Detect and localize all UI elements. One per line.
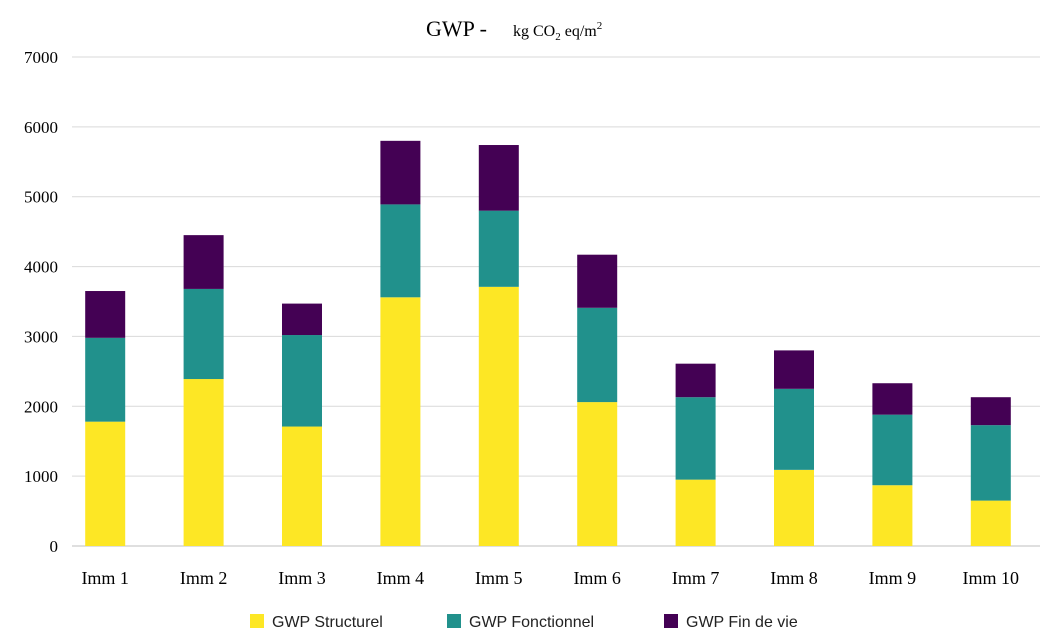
- bar-segment: [478, 145, 519, 211]
- bar-segment: [478, 210, 519, 287]
- bar-segment: [478, 286, 519, 546]
- x-axis-labels: Imm 1 Imm 2 Imm 3 Imm 4 Imm 5 Imm 6 Imm 7 Imm 8…: [81, 568, 1019, 588]
- bar-segment: [970, 500, 1011, 546]
- bar-segment: [577, 307, 618, 403]
- y-tick-label: 1000: [24, 467, 58, 486]
- bar-segment: [183, 288, 224, 380]
- bar-segment: [380, 204, 421, 298]
- legend: GWP Structurel GWP Fonctionnel GWP Fin de …: [250, 614, 798, 630]
- legend-label: GWP Fin de vie: [686, 614, 798, 630]
- bar-segment: [380, 297, 421, 546]
- bar-segment: [183, 379, 224, 546]
- bar-segment: [85, 337, 126, 422]
- bar-segment: [872, 383, 913, 415]
- bar-segment: [577, 254, 618, 308]
- legend-item: GWP Fin de vie: [664, 614, 798, 630]
- bar-segment: [774, 388, 814, 470]
- legend-label: GWP Structurel: [272, 614, 383, 630]
- title-unit-sub: 2: [555, 31, 561, 43]
- y-axis-ticks: 0 1000 2000 3000 4000 5000 6000 7000: [24, 48, 58, 556]
- legend-item: GWP Structurel: [250, 614, 383, 630]
- bars: [85, 140, 1011, 546]
- bar-segment: [282, 303, 322, 336]
- bar-segment: [970, 425, 1011, 501]
- bar-segment: [85, 421, 126, 546]
- bar-segment: [970, 397, 1011, 426]
- x-category-label: Imm 8: [770, 568, 818, 588]
- bar-segment: [872, 485, 913, 546]
- bar-segment: [85, 291, 126, 338]
- chart-title-main: GWP -: [426, 16, 487, 41]
- bar-segment: [380, 140, 421, 205]
- chart-title: GWP - kg CO2 eq/m2: [426, 16, 602, 43]
- title-unit-eq: eq/m: [561, 23, 598, 40]
- y-tick-label: 4000: [24, 258, 58, 277]
- y-tick-label: 2000: [24, 397, 58, 416]
- bar-segment: [577, 402, 618, 546]
- x-category-label: Imm 2: [180, 568, 228, 588]
- bar-segment: [872, 414, 913, 486]
- x-category-label: Imm 5: [475, 568, 523, 588]
- bar-segment: [774, 350, 814, 389]
- y-tick-label: 0: [50, 537, 59, 556]
- legend-label: GWP Fonctionnel: [469, 614, 594, 630]
- x-category-label: Imm 9: [869, 568, 917, 588]
- legend-swatch: [664, 614, 678, 628]
- x-category-label: Imm 1: [81, 568, 129, 588]
- bar-segment: [282, 426, 322, 546]
- y-tick-label: 3000: [24, 327, 58, 346]
- y-tick-label: 6000: [24, 118, 58, 137]
- x-category-label: Imm 4: [377, 568, 425, 588]
- legend-swatch: [250, 614, 264, 628]
- y-tick-label: 5000: [24, 188, 58, 207]
- bar-segment: [774, 469, 814, 546]
- x-category-label: Imm 3: [278, 568, 326, 588]
- legend-item: GWP Fonctionnel: [447, 614, 594, 630]
- bar-segment: [282, 335, 322, 427]
- chart-title-unit: kg CO2 eq/m2: [513, 20, 602, 43]
- bar-segment: [675, 363, 716, 398]
- title-unit-kg: kg CO: [513, 23, 555, 40]
- bar-segment: [675, 397, 716, 480]
- x-category-label: Imm 7: [672, 568, 720, 588]
- title-unit-sup: 2: [597, 20, 603, 32]
- x-category-label: Imm 10: [963, 568, 1020, 588]
- y-tick-label: 7000: [24, 48, 58, 67]
- bar-segment: [183, 235, 224, 289]
- x-category-label: Imm 6: [573, 568, 621, 588]
- legend-swatch: [447, 614, 461, 628]
- bar-segment: [675, 479, 716, 546]
